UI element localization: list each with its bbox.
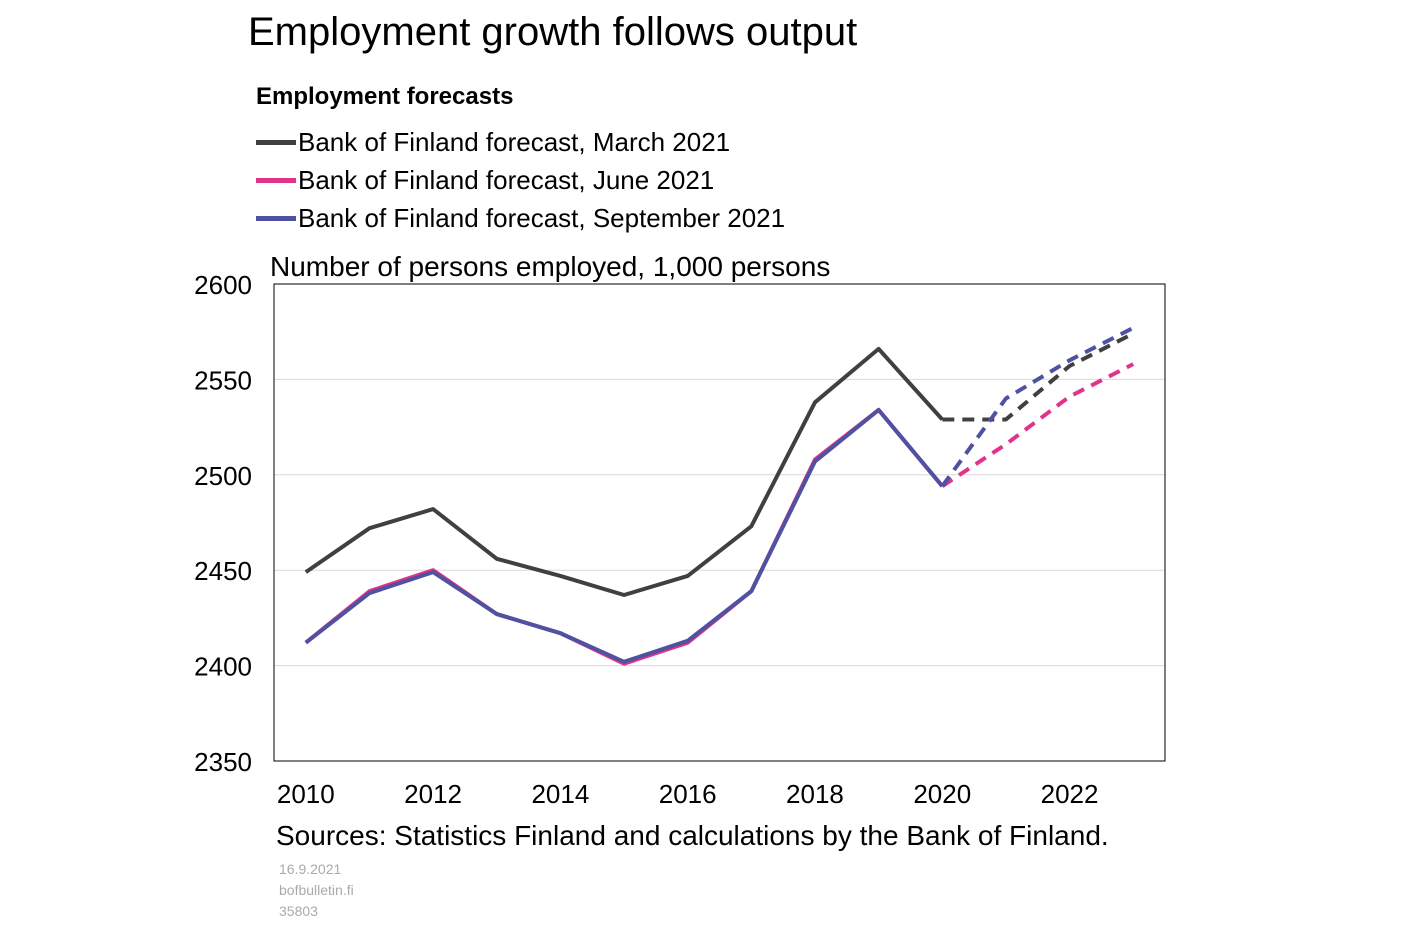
y-tick-label: 2600 [194,270,252,300]
legend-swatch-june-2021 [256,178,296,183]
legend-label-september-2021: Bank of Finland forecast, September 2021 [298,203,786,233]
series-forecast-line-2 [940,326,1135,488]
series-line-2 [304,407,944,664]
x-tick-label: 2012 [404,779,462,809]
series-line-0 [304,346,944,597]
x-tick-label: 2010 [277,779,335,809]
legend-swatch-september-2021 [256,216,296,221]
footer-site: bofbulletin.fi [279,882,354,898]
y-tick-label: 2500 [194,461,252,491]
legend-label-june-2021: Bank of Finland forecast, June 2021 [298,165,715,195]
x-tick-label: 2016 [659,779,717,809]
y-axis-unit-label: Number of persons employed, 1,000 person… [270,251,831,282]
footer-date: 16.9.2021 [279,861,342,877]
series-line-1 [304,407,944,666]
y-tick-label: 2400 [194,652,252,682]
plot-area-frame [273,283,1166,762]
legend-swatch-march-2021 [256,140,296,145]
legend-label-march-2021: Bank of Finland forecast, March 2021 [298,127,731,157]
x-tick-label: 2020 [913,779,971,809]
y-tick-label: 2550 [194,365,252,395]
sources-note: Sources: Statistics Finland and calculat… [276,820,1109,851]
legend-heading: Employment forecasts [256,83,514,110]
footer-id: 35803 [279,903,318,919]
chart-title: Employment growth follows output [248,10,858,54]
y-tick-label: 2450 [194,556,252,586]
x-tick-label: 2018 [786,779,844,809]
series-forecast-line-0 [942,331,1135,422]
x-tick-label: 2022 [1041,779,1099,809]
y-tick-label: 2350 [194,747,252,777]
series-forecast-line-1 [941,362,1135,488]
x-tick-label: 2014 [531,779,589,809]
